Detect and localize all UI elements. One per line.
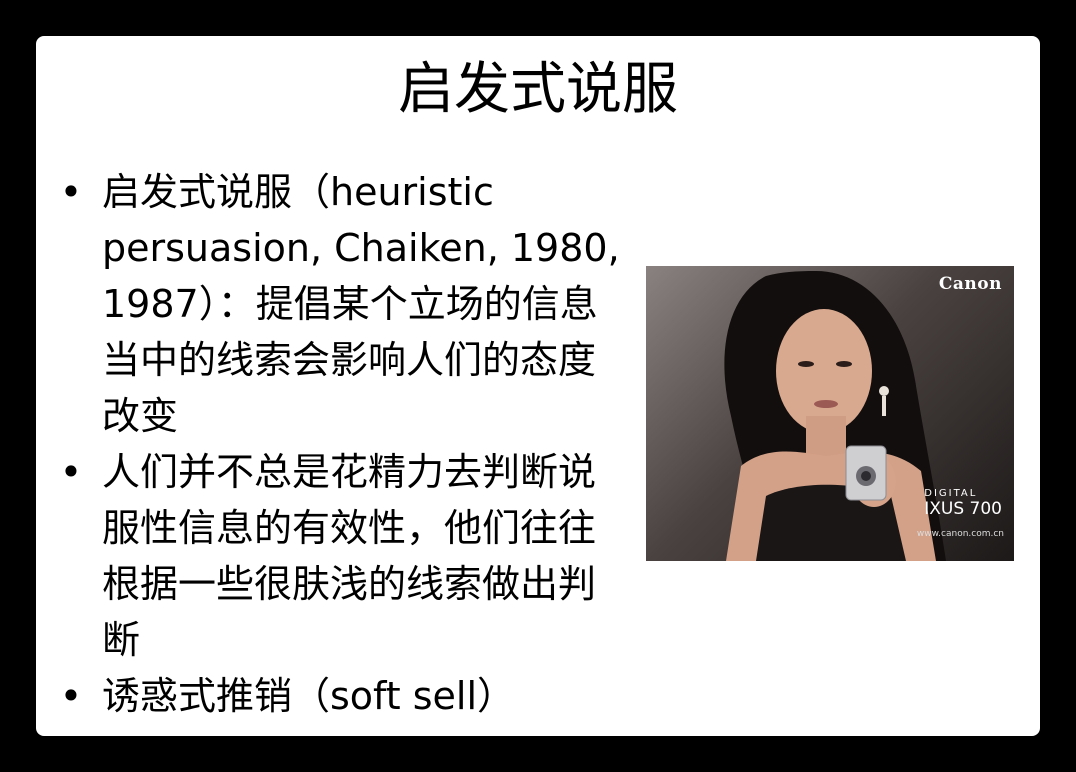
bullet-list: • 启发式说服（heuristic persuasion, Chaiken, 1… bbox=[60, 164, 622, 724]
bullet-text: 启发式说服（heuristic persuasion, Chaiken, 198… bbox=[102, 170, 620, 438]
bullet-dot: • bbox=[59, 450, 83, 494]
bullet-item: • 诱惑式推销（soft sell） bbox=[60, 668, 622, 724]
advert-photo: Canon DIGITAL IXUS 700 www.canon.com.cn bbox=[646, 266, 1014, 561]
model-illustration bbox=[724, 271, 946, 561]
product-line2: IXUS 700 bbox=[924, 499, 1002, 519]
advert-url: www.canon.com.cn bbox=[916, 529, 1004, 539]
bullet-text: 诱惑式推销（soft sell） bbox=[102, 674, 516, 718]
canon-brand-logo: Canon bbox=[938, 274, 1002, 294]
slide: 启发式说服 • 启发式说服（heuristic persuasion, Chai… bbox=[36, 36, 1040, 736]
bullet-item: • 启发式说服（heuristic persuasion, Chaiken, 1… bbox=[60, 164, 622, 444]
product-name: DIGITAL IXUS 700 bbox=[924, 488, 1002, 519]
bullet-item: • 人们并不总是花精力去判断说服性信息的有效性，他们往往根据一些很肤浅的线索做出… bbox=[60, 444, 622, 668]
product-line1: DIGITAL bbox=[924, 488, 978, 499]
bullet-text: 人们并不总是花精力去判断说服性信息的有效性，他们往往根据一些很肤浅的线索做出判断 bbox=[102, 450, 597, 662]
slide-title: 启发式说服 bbox=[398, 57, 678, 122]
bullet-dot: • bbox=[59, 674, 83, 718]
bullet-dot: • bbox=[59, 170, 83, 214]
